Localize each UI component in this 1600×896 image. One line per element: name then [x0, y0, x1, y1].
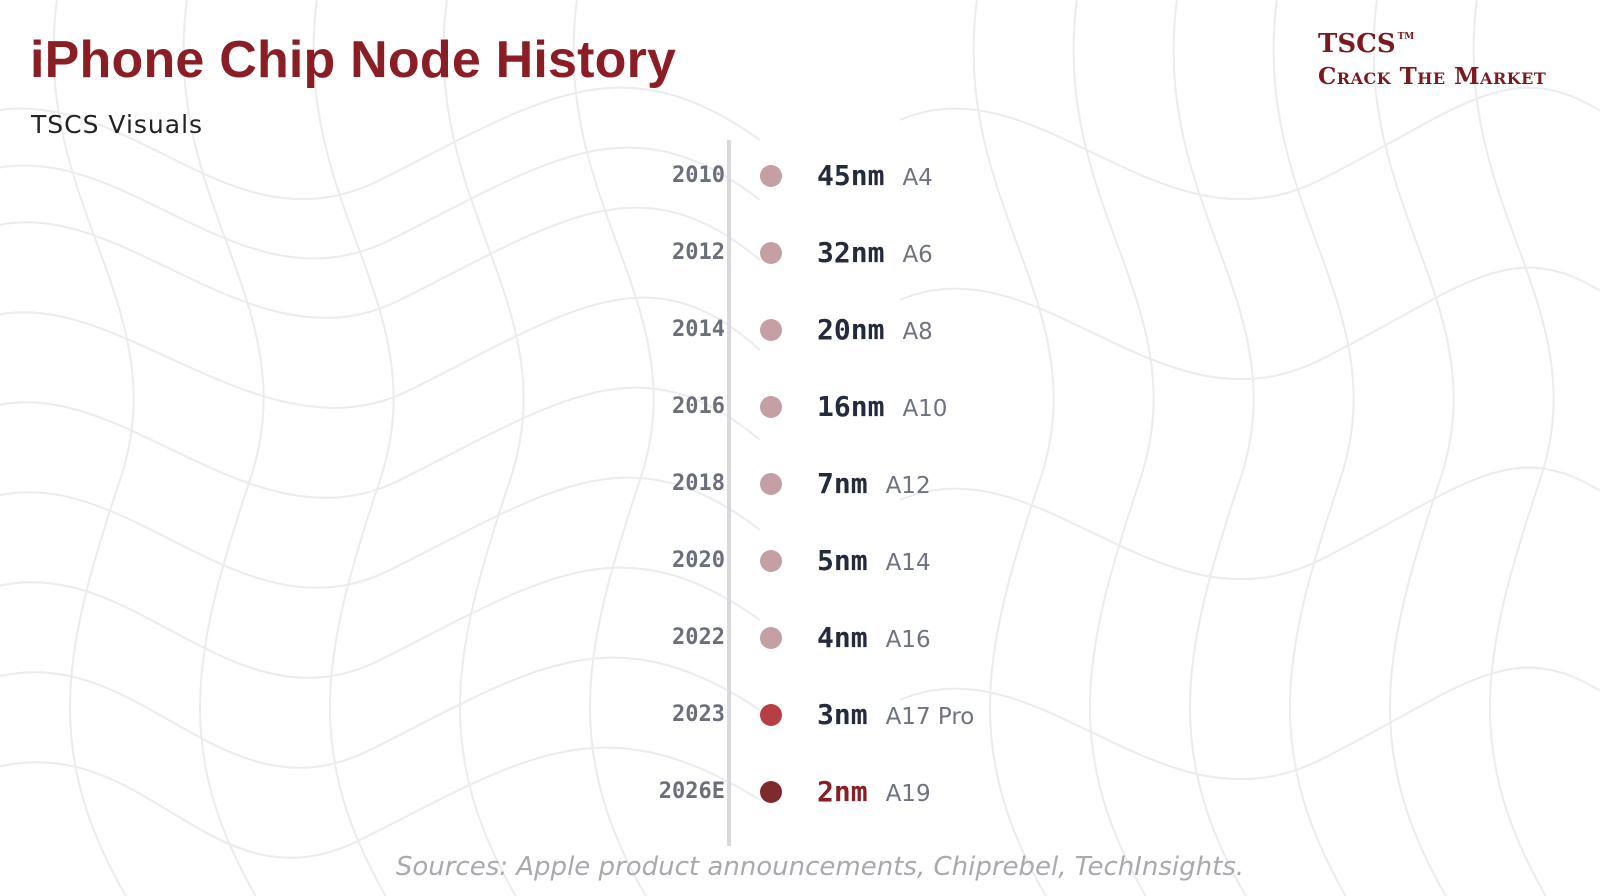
- timeline-dot: [760, 473, 782, 495]
- timeline-axis: [727, 140, 731, 846]
- timeline-year: 2012: [672, 240, 725, 265]
- timeline-node-label: 3nm A17 Pro: [817, 698, 974, 732]
- timeline-dot: [760, 627, 782, 649]
- timeline-row: 2023 3nm A17 Pro: [0, 695, 1600, 735]
- timeline-year: 2026E: [658, 779, 725, 804]
- timeline-row: 2016 16nm A10: [0, 387, 1600, 427]
- chip-name: A19: [885, 781, 931, 807]
- brand-tagline: Crack The Market: [1318, 63, 1547, 90]
- timeline-year: 2022: [672, 625, 725, 650]
- chip-name: A14: [885, 550, 931, 576]
- process-node-value: 4nm: [817, 621, 868, 654]
- timeline-dot: [760, 319, 782, 341]
- timeline-row: 2022 4nm A16: [0, 618, 1600, 658]
- timeline-node-label: 16nm A10: [817, 390, 947, 424]
- brand-trademark: TM: [1397, 32, 1415, 42]
- page-subtitle: TSCS Visuals: [31, 110, 204, 139]
- process-node-value: 5nm: [817, 544, 868, 577]
- timeline-node-label: 45nm A4: [817, 159, 933, 193]
- timeline-year: 2023: [672, 702, 725, 727]
- process-node-value: 32nm: [817, 236, 885, 269]
- timeline-node-label: 5nm A14: [817, 544, 931, 578]
- chip-name: A4: [902, 165, 933, 191]
- timeline-row: 2018 7nm A12: [0, 464, 1600, 504]
- timeline-node-label: 4nm A16: [817, 621, 931, 655]
- timeline-dot: [760, 550, 782, 572]
- process-node-value: 20nm: [817, 313, 885, 346]
- timeline-year: 2020: [672, 548, 725, 573]
- chip-name: A16: [885, 627, 931, 653]
- timeline-year: 2010: [672, 163, 725, 188]
- timeline-row: 2012 32nm A6: [0, 233, 1600, 273]
- timeline-dot: [760, 396, 782, 418]
- process-node-value: 2nm: [817, 775, 868, 808]
- timeline-node-label: 32nm A6: [817, 236, 933, 270]
- brand-logo: TSCS TM Crack The Market: [1318, 28, 1546, 92]
- timeline-dot: [760, 781, 782, 803]
- timeline-dot: [760, 165, 782, 187]
- sources-footnote: Sources: Apple product announcements, Ch…: [395, 852, 1245, 882]
- timeline-dot: [760, 242, 782, 264]
- chip-name: A10: [902, 396, 948, 422]
- brand-name-line: TSCS TM: [1318, 28, 1546, 60]
- brand-name: TSCS: [1318, 29, 1396, 59]
- process-node-value: 7nm: [817, 467, 868, 500]
- timeline-row: 2010 45nm A4: [0, 156, 1600, 196]
- timeline-year: 2018: [672, 471, 725, 496]
- process-node-value: 45nm: [817, 159, 885, 192]
- timeline-year: 2014: [672, 317, 725, 342]
- timeline-node-label: 20nm A8: [817, 313, 933, 347]
- chip-name: A12: [885, 473, 931, 499]
- page-title: iPhone Chip Node History: [30, 31, 677, 89]
- timeline-row: 2026E 2nm A19: [0, 772, 1600, 812]
- timeline-row: 2020 5nm A14: [0, 541, 1600, 581]
- chip-name: A6: [902, 242, 933, 268]
- timeline-row: 2014 20nm A8: [0, 310, 1600, 350]
- timeline-year: 2016: [672, 394, 725, 419]
- timeline-node-label: 7nm A12: [817, 467, 931, 501]
- chip-name: A8: [902, 319, 933, 345]
- process-node-value: 3nm: [817, 698, 868, 731]
- timeline-node-label: 2nm A19: [817, 775, 931, 809]
- timeline-dot: [760, 704, 782, 726]
- chip-name: A17 Pro: [885, 704, 975, 730]
- process-node-value: 16nm: [817, 390, 885, 423]
